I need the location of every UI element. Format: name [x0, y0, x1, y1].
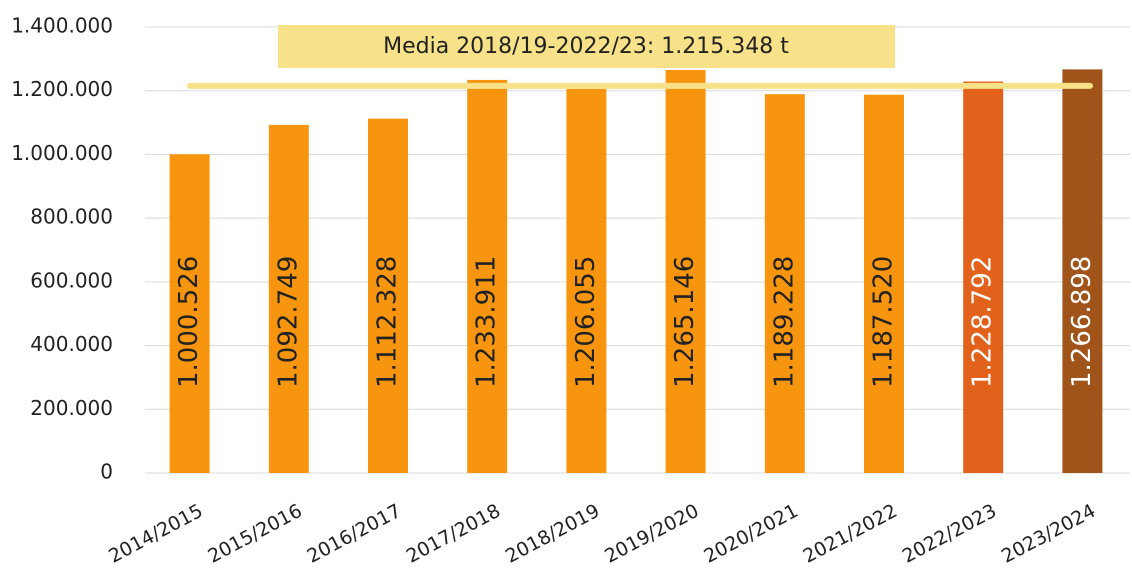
bar — [368, 118, 408, 474]
bar — [169, 154, 210, 474]
x-tick-label: 2017/2018 — [403, 500, 504, 568]
x-tick-label: 2021/2022 — [800, 500, 901, 568]
bar — [764, 94, 805, 473]
y-tick-label: 800.000 — [30, 205, 113, 229]
bar — [963, 81, 1004, 473]
value-label: 1.228.792 — [968, 256, 998, 388]
bar — [566, 88, 607, 473]
y-tick-label: 1.200.000 — [11, 77, 113, 101]
x-tick-label: 2018/2019 — [502, 500, 603, 568]
y-tick-label: 1.400.000 — [11, 14, 113, 38]
x-tick-label: 2019/2020 — [601, 500, 702, 568]
value-label: 1.112.328 — [373, 256, 403, 388]
x-tick-label: 2015/2016 — [204, 500, 305, 568]
bar — [665, 69, 706, 473]
y-tick-label: 0 — [100, 460, 113, 484]
y-tick-label: 400.000 — [30, 332, 113, 356]
average-label: Media 2018/19-2022/23: 1.215.348 t — [383, 34, 789, 59]
average-label-box — [278, 25, 895, 68]
value-label: 1.233.911 — [472, 256, 502, 388]
x-tick-label: 2014/2015 — [105, 500, 206, 568]
value-label: 1.000.526 — [174, 256, 204, 388]
y-tick-label: 200.000 — [30, 396, 113, 420]
bar — [467, 79, 508, 474]
bar — [268, 124, 309, 473]
value-label: 1.265.146 — [670, 256, 700, 388]
value-label: 1.266.898 — [1067, 256, 1097, 388]
y-tick-label: 600.000 — [30, 268, 113, 292]
x-tick-label: 2023/2024 — [998, 500, 1099, 568]
x-tick-label: 2016/2017 — [304, 500, 405, 568]
x-tick-label: 2020/2021 — [700, 500, 801, 568]
value-label: 1.187.520 — [869, 256, 899, 388]
bar — [864, 94, 904, 473]
x-tick-label: 2022/2023 — [899, 500, 1000, 568]
value-label: 1.189.228 — [769, 256, 799, 388]
value-label: 1.206.055 — [571, 256, 601, 388]
bar — [1062, 69, 1103, 473]
y-tick-label: 1.000.000 — [11, 141, 113, 165]
value-label: 1.092.749 — [273, 256, 303, 388]
